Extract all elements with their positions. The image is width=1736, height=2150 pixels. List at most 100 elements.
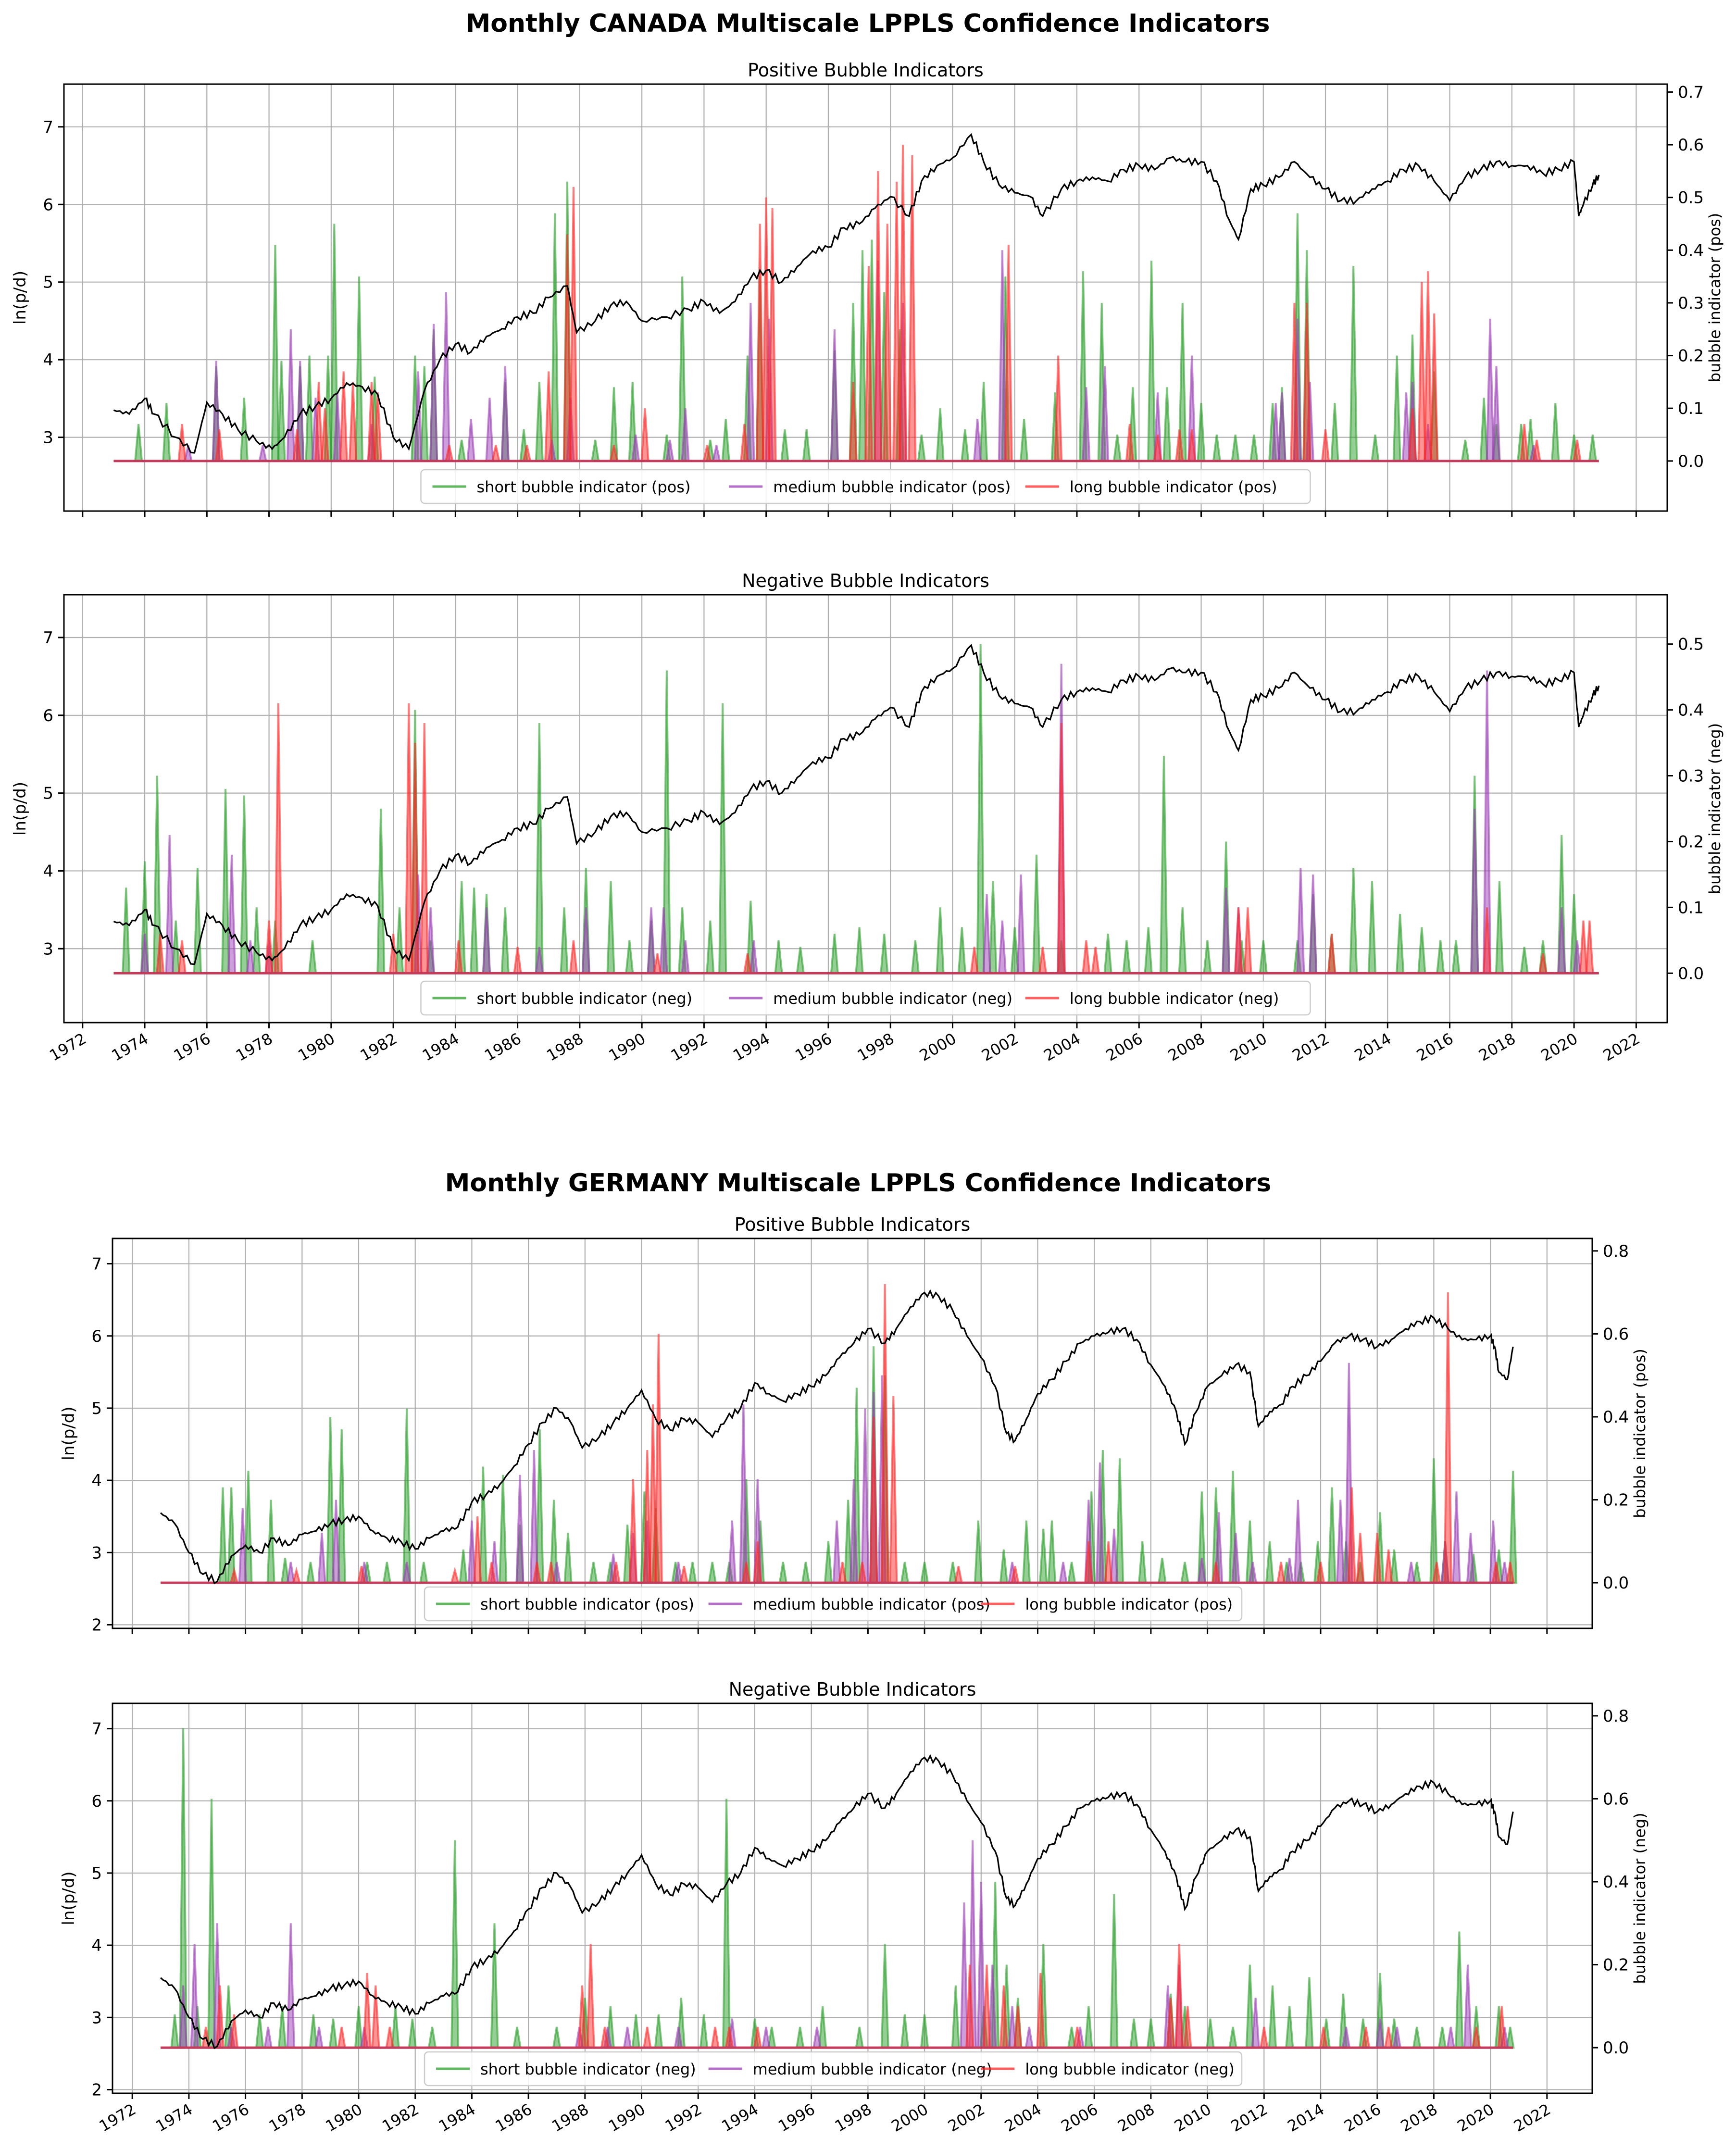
spike-long — [640, 408, 649, 462]
y-axis-label-right: bubble indicator (pos) — [1631, 1349, 1649, 1518]
axes-frame — [112, 1702, 1593, 2094]
spike-long — [1057, 723, 1066, 975]
spike-medium — [1016, 874, 1025, 975]
x-tick-label: 1972 — [96, 2100, 139, 2136]
y-tick-label-right: 0.1 — [1678, 898, 1704, 917]
spike-long — [544, 371, 553, 462]
panel-title: Positive Bubble Indicators — [735, 1214, 971, 1235]
spike-short — [1551, 403, 1560, 462]
x-tick-label: 2008 — [1114, 2100, 1158, 2136]
x-tick-label: 2000 — [916, 1029, 960, 1065]
x-tick-label: 2010 — [1227, 1029, 1270, 1065]
x-tick-label: 1994 — [718, 2100, 762, 2136]
panel-canada-negative: Negative Bubble Indicators 3 4 5 6 7 ln(p/d) 0.… — [11, 570, 1724, 1065]
x-tick-label: 2002 — [945, 2100, 988, 2136]
spike-short — [1268, 1985, 1277, 2049]
spike-medium — [263, 2026, 273, 2049]
legend-label-long: long bubble indicator (pos) — [1025, 1595, 1233, 1613]
x-tick-label: 1988 — [543, 1029, 587, 1065]
spike-short — [1019, 418, 1029, 462]
figure-title-canada: Monthly CANADA Multiscale LPPLS Confiden… — [466, 9, 1270, 38]
spike-long — [1174, 1944, 1184, 2049]
spike-long — [569, 940, 578, 975]
y-tick-label-left: 6 — [43, 195, 53, 214]
spike-medium — [165, 835, 174, 975]
spike-short — [936, 907, 945, 975]
legend-label-short: short bubble indicator (neg) — [477, 989, 693, 1008]
y-tick-label-right: 0.0 — [1603, 1574, 1629, 1593]
spike-long — [1013, 2006, 1023, 2049]
spike-medium — [286, 329, 295, 462]
spike-short — [277, 361, 286, 462]
spike-short — [1327, 1487, 1336, 1584]
x-tick-label: 2004 — [1040, 1029, 1084, 1065]
spike-medium — [1336, 1500, 1345, 1584]
panel-title: Positive Bubble Indicators — [748, 60, 984, 81]
spike-short — [1112, 434, 1122, 462]
spike-short — [631, 2014, 640, 2049]
spike-short — [606, 881, 615, 975]
spike-short — [1180, 1562, 1189, 1584]
legend-box — [420, 980, 1311, 1016]
spike-medium — [1024, 2026, 1034, 2049]
spike-medium — [246, 940, 255, 975]
x-tick-label: 2012 — [1228, 2100, 1271, 2136]
spike-medium — [1059, 1562, 1068, 1584]
spike-short — [1147, 261, 1156, 462]
x-tick-label: 1984 — [419, 1029, 462, 1065]
y-tick-label-left: 7 — [43, 628, 53, 648]
y-tick-label-right: 0.3 — [1678, 767, 1704, 786]
x-tick-label: 1990 — [605, 2100, 649, 2136]
spike-short — [880, 1944, 889, 2049]
spike-long — [889, 1396, 898, 1584]
spike-short — [795, 2026, 805, 2049]
spike-short — [1417, 927, 1426, 975]
spike-short — [1520, 947, 1529, 975]
panel-germany-positive: Positive Bubble Indicators 2 3 4 5 6 7 ln(p/d) 0… — [59, 1214, 1649, 1635]
spike-medium — [623, 2026, 632, 2049]
axes-frame — [112, 1238, 1593, 1629]
spike-short — [306, 1562, 315, 1584]
x-tick-label: 2022 — [1511, 2100, 1554, 2136]
x-tick-label: 2016 — [1413, 1029, 1457, 1065]
x-tick-label: 1990 — [606, 1029, 649, 1065]
spike-long — [385, 2026, 395, 2049]
spike-long — [337, 2026, 347, 2049]
x-tick-label: 2018 — [1398, 2100, 1441, 2136]
grid — [64, 595, 1667, 1023]
spike-short — [900, 1562, 910, 1584]
spike-short — [722, 1799, 731, 2049]
spike-short — [239, 398, 249, 462]
spike-short — [1039, 1528, 1048, 1584]
spike-short — [1455, 1931, 1464, 2049]
y-axis-label-right: bubble indicator (neg) — [1706, 723, 1724, 894]
y-tick-label-left: 4 — [43, 350, 53, 370]
spike-short — [951, 1985, 960, 2049]
legend-label-long: long bubble indicator (neg) — [1025, 2060, 1234, 2078]
spike-short — [550, 213, 560, 462]
price-line — [113, 644, 1600, 965]
spike-short — [1197, 403, 1206, 462]
spike-short — [512, 2026, 522, 2049]
spike-long — [982, 1964, 991, 2049]
spike-short — [1228, 2026, 1237, 2049]
spike-medium — [1277, 392, 1286, 462]
spike-long — [404, 703, 413, 975]
x-tick-label: 2004 — [1001, 2100, 1045, 2136]
spike-short — [552, 2026, 562, 2049]
spike-long — [883, 224, 892, 462]
y-tick-label-right: 0.0 — [1678, 964, 1704, 983]
y-tick-label-right: 0.8 — [1603, 1707, 1629, 1726]
legend-box — [424, 2051, 1243, 2087]
spike-short — [802, 429, 811, 462]
y-tick-label-left: 7 — [91, 1720, 102, 1739]
spike-short — [563, 1533, 573, 1584]
spike-medium — [746, 302, 755, 462]
y-axis-label-left: ln(p/d) — [11, 271, 30, 325]
spike-short — [957, 927, 967, 975]
y-tick-label-right: 0.6 — [1678, 136, 1704, 155]
spike-long — [1424, 271, 1433, 462]
spike-short — [1285, 2006, 1294, 2049]
spike-medium — [973, 418, 982, 462]
